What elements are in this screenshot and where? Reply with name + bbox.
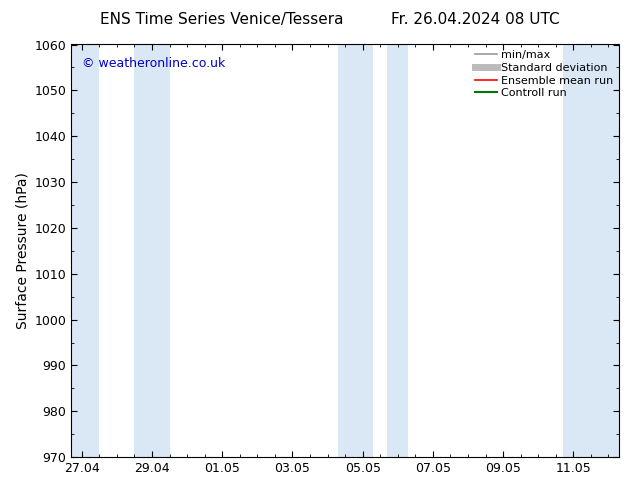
Text: ENS Time Series Venice/Tessera: ENS Time Series Venice/Tessera bbox=[100, 12, 344, 27]
Text: Fr. 26.04.2024 08 UTC: Fr. 26.04.2024 08 UTC bbox=[391, 12, 560, 27]
Legend: min/max, Standard deviation, Ensemble mean run, Controll run: min/max, Standard deviation, Ensemble me… bbox=[472, 48, 616, 100]
Bar bbox=[134, 45, 170, 457]
Bar bbox=[71, 45, 100, 457]
Y-axis label: Surface Pressure (hPa): Surface Pressure (hPa) bbox=[15, 172, 29, 329]
Bar bbox=[563, 45, 619, 457]
Bar bbox=[338, 45, 373, 457]
Bar bbox=[387, 45, 408, 457]
Text: © weatheronline.co.uk: © weatheronline.co.uk bbox=[82, 57, 226, 70]
